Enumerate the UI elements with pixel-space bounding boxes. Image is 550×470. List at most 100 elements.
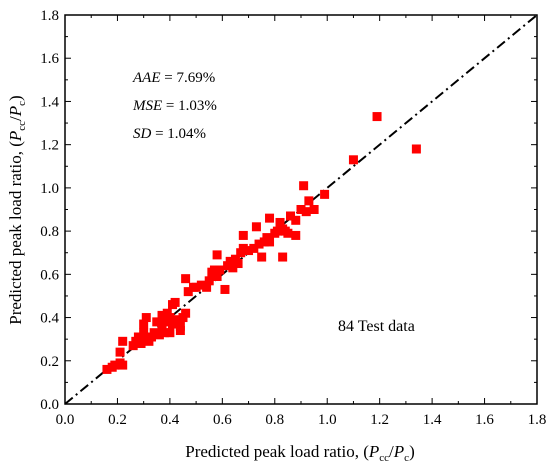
data-point bbox=[157, 310, 167, 320]
y-tick-label: 0.0 bbox=[40, 397, 59, 413]
y-axis-title-main: Predicted peak load ratio, ( bbox=[6, 141, 25, 325]
data-point bbox=[291, 230, 301, 240]
data-point bbox=[115, 347, 125, 357]
data-point bbox=[299, 181, 309, 191]
y-tick-label: 1.4 bbox=[40, 94, 59, 110]
y-axis-title-sub2: c bbox=[16, 101, 28, 106]
x-tick-label: 1.4 bbox=[423, 412, 442, 428]
data-point bbox=[320, 189, 330, 199]
x-tick-label: 1.0 bbox=[318, 412, 337, 428]
data-point bbox=[238, 230, 248, 240]
x-axis-title-sub1: cc bbox=[379, 452, 389, 464]
data-point bbox=[348, 155, 358, 165]
data-point bbox=[173, 315, 183, 325]
stat-sd-name: SD bbox=[133, 126, 152, 142]
data-point bbox=[154, 330, 164, 340]
data-point bbox=[228, 263, 238, 273]
data-point bbox=[165, 328, 175, 338]
data-point bbox=[196, 280, 206, 290]
y-axis-title-close: ) bbox=[6, 95, 25, 101]
data-point bbox=[110, 360, 120, 370]
stat-mse-value: = 1.03% bbox=[162, 98, 217, 114]
data-point bbox=[141, 313, 151, 323]
data-point bbox=[304, 196, 314, 206]
y-tick-label: 1.2 bbox=[40, 138, 59, 154]
data-point bbox=[272, 226, 282, 236]
x-tick-label: 0.2 bbox=[108, 412, 127, 428]
y-tick-label: 0.6 bbox=[40, 267, 59, 283]
data-point bbox=[102, 364, 112, 374]
data-point bbox=[251, 222, 261, 232]
y-tick-label: 1.0 bbox=[40, 181, 59, 197]
x-axis-title-sub2: c bbox=[404, 452, 409, 464]
stat-sd-value: = 1.04% bbox=[151, 126, 206, 142]
data-point bbox=[204, 276, 214, 286]
stat-mse: MSE = 1.03% bbox=[132, 98, 217, 114]
y-axis-title-sep: / bbox=[6, 116, 25, 121]
data-point bbox=[170, 297, 180, 307]
x-tick-label: 1.2 bbox=[370, 412, 389, 428]
data-point bbox=[238, 243, 248, 253]
data-point bbox=[139, 334, 149, 344]
data-point bbox=[168, 319, 178, 329]
data-point bbox=[296, 205, 306, 214]
data-point bbox=[181, 274, 191, 284]
y-tick-label: 1.6 bbox=[40, 51, 59, 67]
test-count-annotation: 84 Test data bbox=[338, 318, 415, 335]
y-axis-title: Predicted peak load ratio, (Pcc/Pc) bbox=[6, 95, 28, 324]
stat-aae-name: AAE bbox=[132, 70, 161, 86]
x-axis-title-p1: P bbox=[368, 442, 379, 461]
data-point bbox=[191, 282, 201, 292]
data-point bbox=[165, 313, 175, 323]
data-point bbox=[160, 328, 170, 338]
data-point bbox=[301, 207, 311, 217]
data-point bbox=[291, 215, 301, 225]
y-axis-title-p2: P bbox=[6, 106, 25, 117]
y-tick-label: 1.8 bbox=[40, 8, 59, 24]
data-point bbox=[160, 317, 170, 327]
stat-aae: AAE = 7.69% bbox=[132, 70, 215, 86]
data-point bbox=[257, 252, 267, 262]
data-point bbox=[411, 144, 421, 154]
data-point bbox=[175, 326, 185, 336]
stat-mse-name: MSE bbox=[132, 98, 162, 114]
data-points-layer bbox=[102, 112, 421, 374]
y-tick-label: 0.4 bbox=[40, 311, 59, 327]
x-tick-label: 0.6 bbox=[213, 412, 232, 428]
data-point bbox=[133, 332, 143, 342]
y-tick-label: 0.2 bbox=[40, 354, 59, 370]
data-point bbox=[139, 328, 149, 338]
x-axis-title: Predicted peak load ratio, (Pcc/Pc) bbox=[185, 442, 414, 464]
data-point bbox=[265, 237, 275, 247]
data-point bbox=[254, 239, 264, 249]
data-point bbox=[225, 256, 235, 266]
data-point bbox=[183, 287, 193, 297]
data-point bbox=[118, 336, 128, 346]
data-point bbox=[152, 317, 162, 327]
data-point bbox=[212, 250, 222, 260]
y-tick-label: 0.8 bbox=[40, 224, 59, 240]
x-tick-label: 0.4 bbox=[161, 412, 180, 428]
tick-layer: 0.0 0.2 0.4 0.6 0.8 1.0 1.2 1.4 1.6 1.8 0.0 0.2 0.4 0… bbox=[40, 8, 546, 428]
x-tick-label: 0.8 bbox=[265, 412, 284, 428]
data-point bbox=[278, 252, 288, 262]
data-point bbox=[139, 319, 149, 329]
x-axis-title-p2: P bbox=[393, 442, 404, 461]
data-point bbox=[181, 308, 191, 318]
x-tick-label: 1.6 bbox=[475, 412, 494, 428]
x-axis-title-main: Predicted peak load ratio, ( bbox=[185, 442, 369, 461]
x-axis-title-sep: / bbox=[389, 442, 394, 461]
data-point bbox=[212, 271, 222, 281]
data-point bbox=[309, 205, 319, 214]
data-point bbox=[372, 112, 382, 122]
y-axis-title-sub1: cc bbox=[16, 121, 28, 131]
data-point bbox=[286, 211, 296, 221]
x-tick-label: 0.0 bbox=[56, 412, 75, 428]
x-axis-title-close: ) bbox=[409, 442, 415, 461]
stats-block: AAE = 7.69% MSE = 1.03% SD = 1.04% bbox=[132, 70, 217, 142]
data-point bbox=[233, 259, 243, 269]
y-axis-title-p1: P bbox=[6, 131, 25, 142]
x-tick-label: 1.8 bbox=[528, 412, 547, 428]
data-point bbox=[149, 328, 159, 338]
